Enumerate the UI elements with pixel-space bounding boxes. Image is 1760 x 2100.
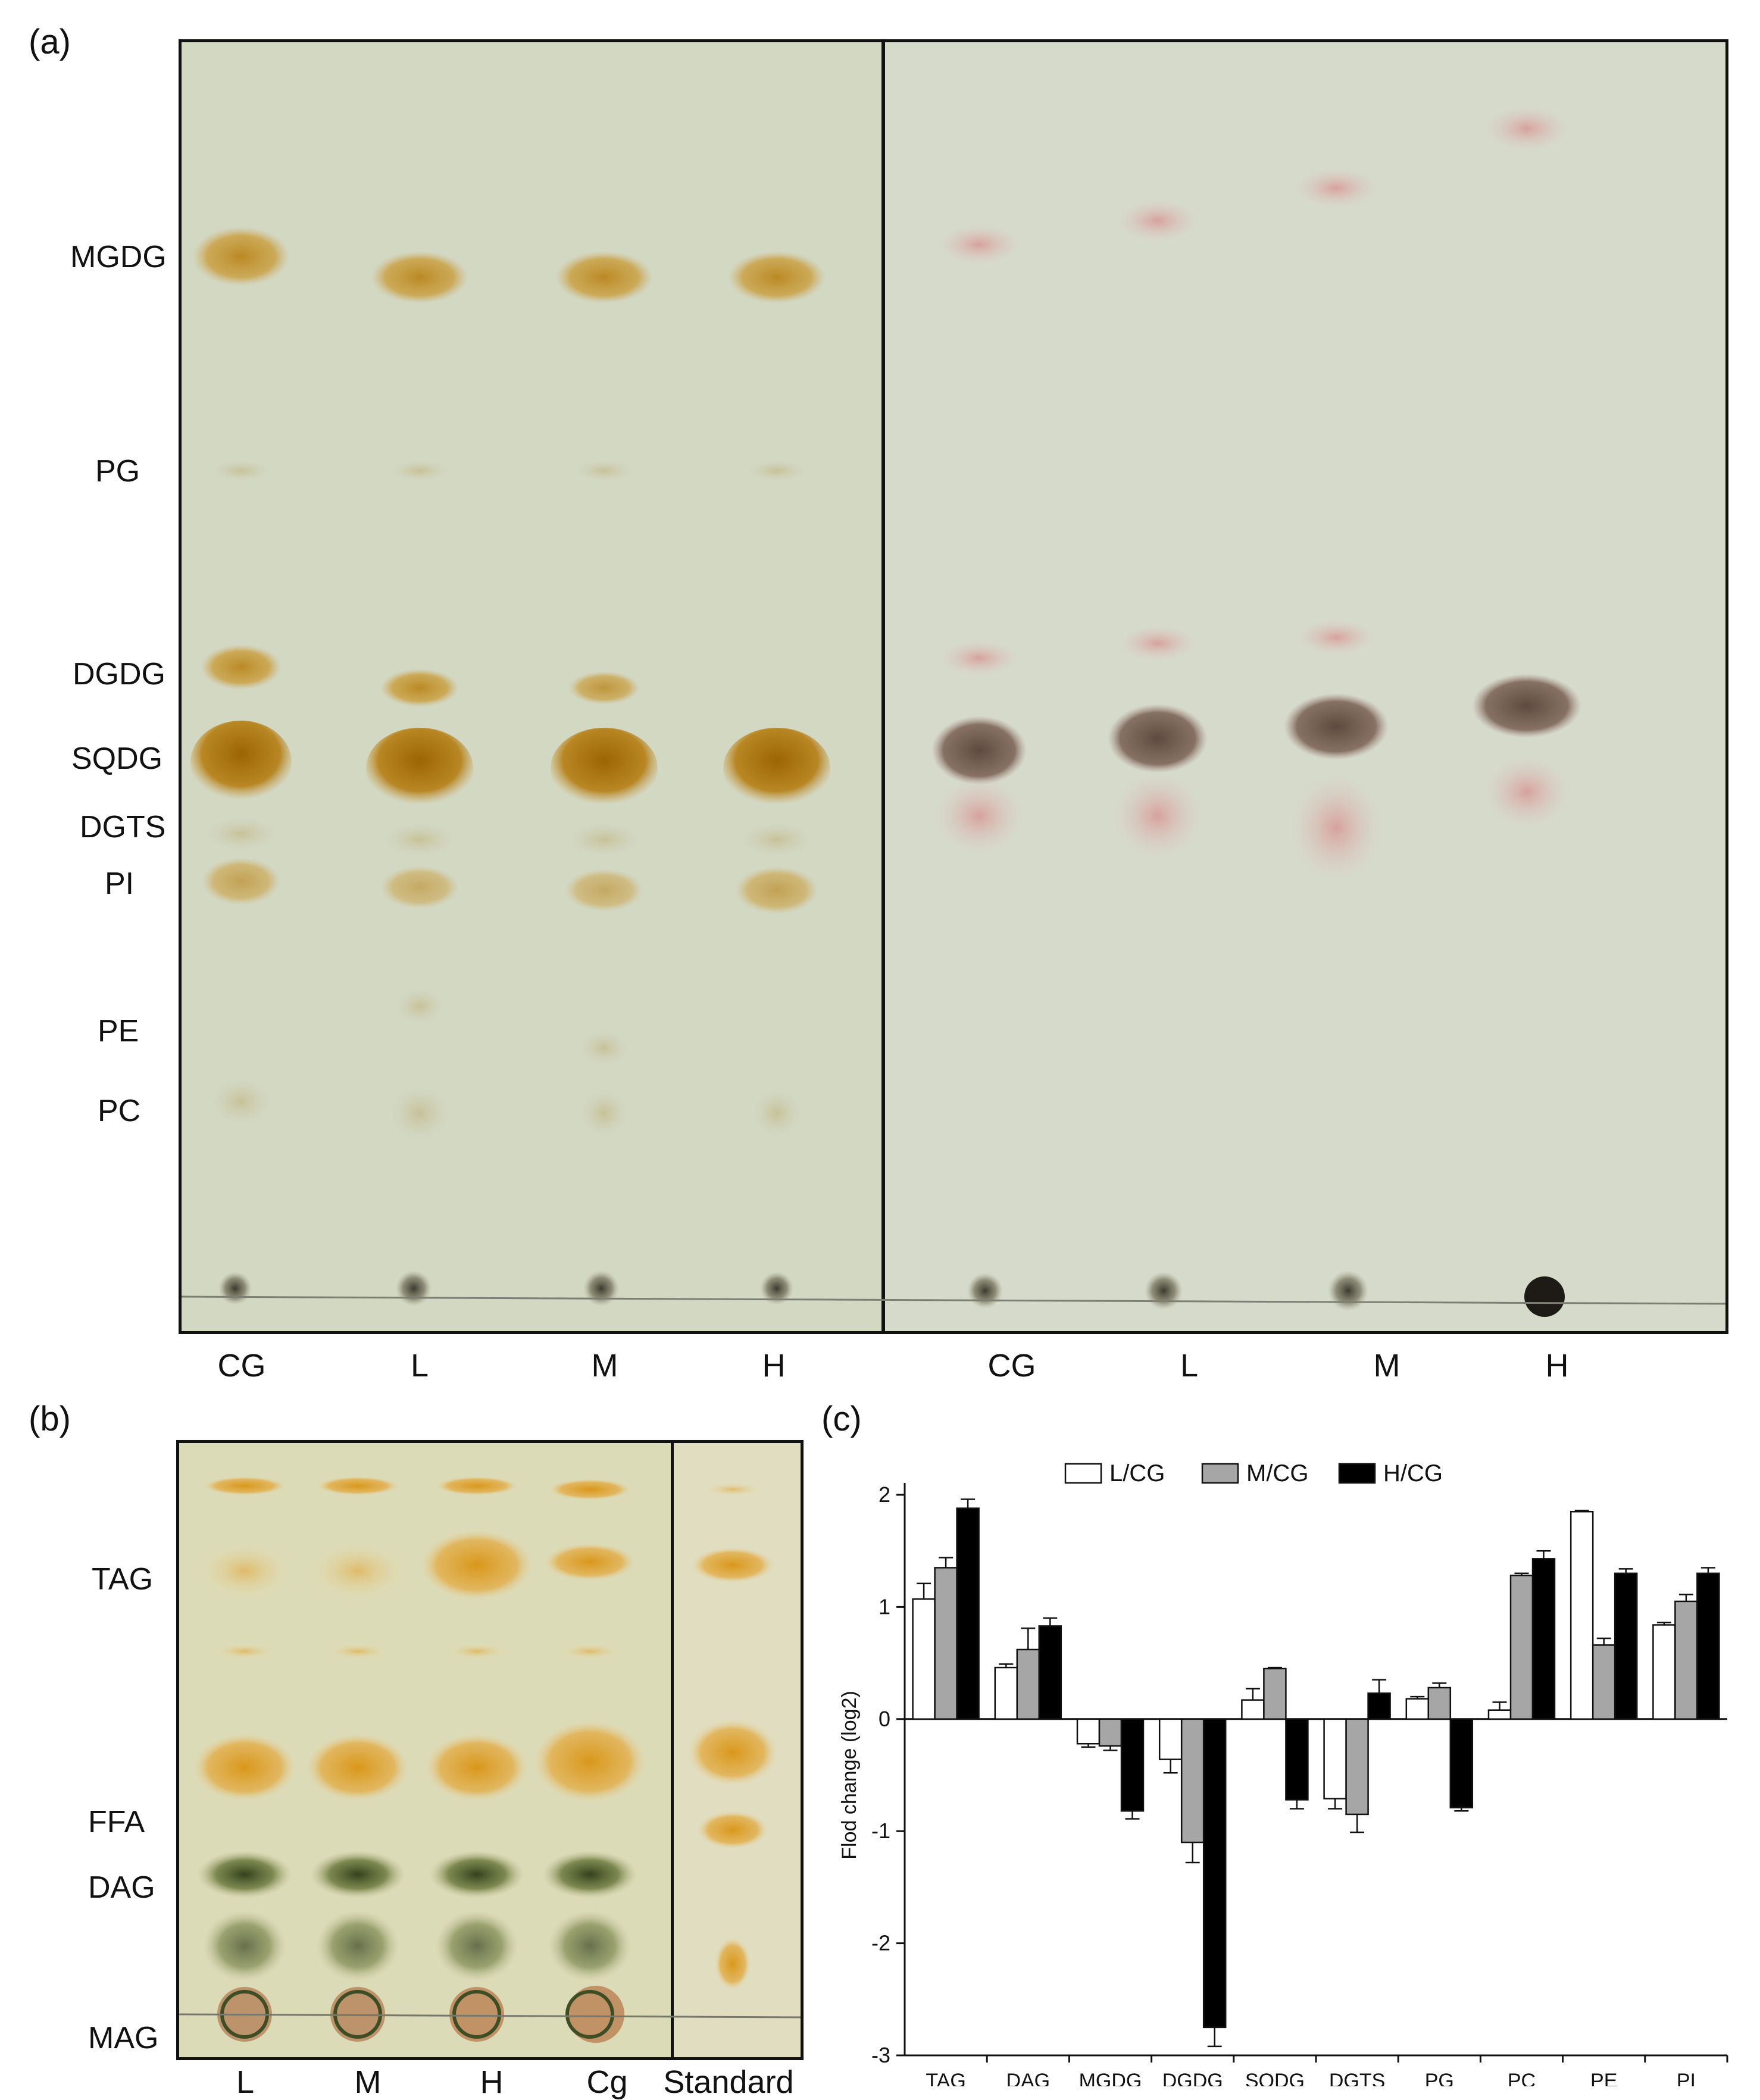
lane-label-a-m-2: M	[1373, 1348, 1401, 1384]
lipid-label-pi: PI	[105, 866, 135, 901]
lipid-label-tag: TAG	[92, 1562, 154, 1597]
x-tick-label: PC	[1508, 2070, 1536, 2086]
x-tick-label: SQDG	[1245, 2070, 1305, 2086]
bar-l-cg	[912, 1598, 936, 1720]
bar-l-cg	[1241, 1699, 1265, 1720]
bar-h-cg	[1449, 1718, 1474, 1808]
bar-h-cg	[1531, 1558, 1556, 1720]
legend-swatch	[1338, 1463, 1376, 1484]
panel-a-letter: (a)	[29, 23, 71, 61]
bar-m-cg	[1180, 1718, 1205, 1844]
lane-label-b-standard: Standard	[663, 2064, 794, 2100]
x-tick-label: PG	[1425, 2070, 1454, 2086]
bar-l-cg	[1652, 1624, 1676, 1720]
bar-l-cg	[1570, 1511, 1594, 1720]
bar-m-cg	[1427, 1686, 1452, 1720]
lipid-label-pg: PG	[95, 454, 140, 489]
lipid-label-ffa: FFA	[88, 1805, 145, 1839]
x-tick-label: TAG	[926, 2070, 965, 2086]
legend-label: L/CG	[1109, 1460, 1165, 1486]
lane-label-a-cg-2: CG	[987, 1348, 1036, 1384]
legend-label: H/CG	[1383, 1460, 1443, 1486]
bar-m-cg	[1592, 1644, 1616, 1720]
plate-a-origin-line	[182, 1295, 1725, 1305]
plate-a-left-background	[182, 42, 884, 1331]
legend-swatch	[1064, 1463, 1102, 1484]
plate-b-lanes	[192, 1476, 778, 2043]
plate-a-right-background	[885, 42, 1725, 1331]
lipid-label-mag: MAG	[88, 2021, 159, 2055]
y-tick-label: -3	[871, 2043, 890, 2067]
plate-b-origin-line	[179, 2013, 801, 2018]
bar-l-cg	[1487, 1709, 1512, 1720]
x-tick-label: DAG	[1006, 2070, 1050, 2086]
bar-l-cg	[994, 1666, 1018, 1720]
lipid-label-dgdg: DGDG	[73, 657, 165, 691]
tlc-plate-a	[179, 39, 1728, 1334]
lane-label-b-l: L	[236, 2064, 255, 2100]
bar-h-cg	[1120, 1718, 1145, 1812]
bar-l-cg	[1076, 1718, 1101, 1745]
x-tick-label: DGTS	[1329, 2070, 1385, 2086]
bar-h-cg	[1696, 1572, 1720, 1720]
bar-chart-c: -3 -2 -1 0 1 2 Flod change (log2) TAG DAG MGDG DGD…	[838, 1460, 1728, 2086]
bar-h-cg	[1285, 1718, 1309, 1801]
x-tick-label: PE	[1590, 2070, 1617, 2086]
lane-label-a-l-2: L	[1180, 1348, 1199, 1384]
y-tick-label: 1	[879, 1594, 890, 1619]
plate-a-left-lanes	[190, 227, 830, 1306]
y-tick-label: -2	[871, 1931, 890, 1955]
bar-l-cg	[1323, 1718, 1347, 1799]
lipid-label-pc: PC	[98, 1094, 141, 1128]
x-tick-label: PI	[1677, 2070, 1696, 2086]
bar-m-cg	[1263, 1667, 1287, 1720]
x-tick-label: MGDG	[1079, 2070, 1142, 2086]
bar-l-cg	[1405, 1698, 1430, 1720]
lane-label-a-h-1: H	[762, 1348, 786, 1384]
lane-label-a-l-1: L	[410, 1348, 429, 1384]
y-tick-label: 0	[879, 1707, 890, 1731]
bar-m-cg	[934, 1567, 958, 1720]
bar-m-cg	[1674, 1600, 1698, 1720]
legend-swatch	[1201, 1463, 1239, 1484]
panel-b-letter: (b)	[29, 1400, 71, 1438]
y-tick-label: -1	[871, 1819, 890, 1843]
bar-h-cg	[1202, 1718, 1227, 2029]
lane-label-a-cg-1: CG	[217, 1348, 266, 1384]
lipid-label-dgts: DGTS	[80, 810, 166, 844]
lane-label-a-h-2: H	[1545, 1348, 1569, 1384]
plate-b-divider	[671, 1443, 674, 2057]
bar-l-cg	[1158, 1718, 1183, 1760]
y-axis-label: Flod change (log2)	[838, 1691, 861, 1860]
bar-m-cg	[1509, 1575, 1534, 1720]
tlc-plate-b	[176, 1440, 804, 2060]
x-tick-label: DGDG	[1162, 2070, 1223, 2086]
tlc-plate-a-image	[182, 42, 1725, 1331]
lane-label-b-m: M	[354, 2064, 382, 2100]
bar-h-cg	[1367, 1692, 1391, 1720]
legend-label: M/CG	[1246, 1460, 1308, 1486]
plate-a-divider	[881, 42, 885, 1331]
bar-h-cg	[956, 1507, 980, 1720]
lipid-label-pe: PE	[98, 1014, 139, 1049]
panel-c-letter: (c)	[821, 1400, 862, 1438]
lipid-label-sqdg: SQDG	[71, 741, 163, 776]
bar-m-cg	[1016, 1648, 1040, 1720]
bar-m-cg	[1098, 1718, 1123, 1747]
y-tick-label: 2	[879, 1482, 890, 1507]
bar-m-cg	[1345, 1718, 1369, 1816]
lane-label-b-h: H	[480, 2064, 504, 2100]
lipid-label-mgdg: MGDG	[70, 240, 167, 274]
lipid-label-dag: DAG	[88, 1870, 155, 1905]
lane-label-b-cg: Cg	[586, 2064, 628, 2100]
bar-h-cg	[1614, 1572, 1638, 1720]
plate-a-right-lanes	[931, 106, 1581, 1317]
bar-h-cg	[1038, 1625, 1062, 1720]
tlc-plate-b-image	[179, 1443, 801, 2057]
lane-label-a-m-1: M	[591, 1348, 618, 1384]
